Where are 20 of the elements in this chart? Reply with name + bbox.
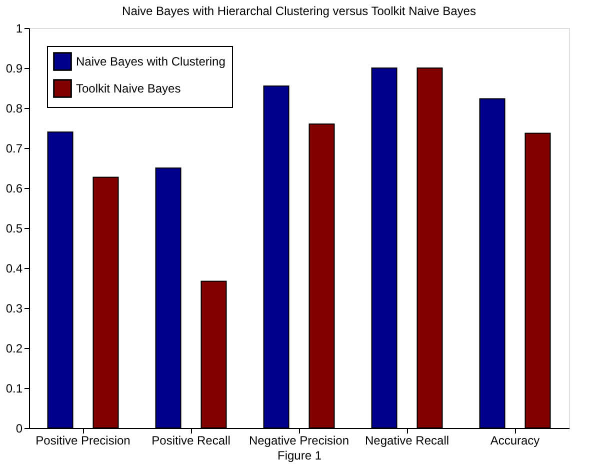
y-tick-label: 0.5 <box>6 222 23 236</box>
y-tick-label: 0.3 <box>6 302 23 316</box>
y-tick-label: 0.2 <box>6 342 23 356</box>
y-tick-label: 0.9 <box>6 62 23 76</box>
y-tick-label: 0.1 <box>6 382 23 396</box>
y-tick-label: 0.6 <box>6 182 23 196</box>
y-tick-label: 0 <box>16 422 23 436</box>
x-tick-label: Positive Recall <box>152 434 230 448</box>
x-tick-label: Positive Precision <box>36 434 130 448</box>
chart-title: Naive Bayes with Hierarchal Clustering versus Toolkit Naive Bayes <box>122 4 476 18</box>
x-tick-label: Accuracy <box>490 434 540 448</box>
y-tick-label: 0.8 <box>6 102 23 116</box>
legend-label: Naive Bayes with Clustering <box>76 54 226 68</box>
x-tick-label: Negative Recall <box>364 434 450 448</box>
x-tick-label: Negative Precision <box>248 434 350 448</box>
y-tick-label: 1 <box>16 22 23 36</box>
legend-label: Toolkit Naive Bayes <box>76 82 181 96</box>
y-tick-label: 0.4 <box>6 262 23 276</box>
y-tick-label: 0.7 <box>6 142 23 156</box>
x-axis-title: Figure 1 <box>277 448 322 462</box>
